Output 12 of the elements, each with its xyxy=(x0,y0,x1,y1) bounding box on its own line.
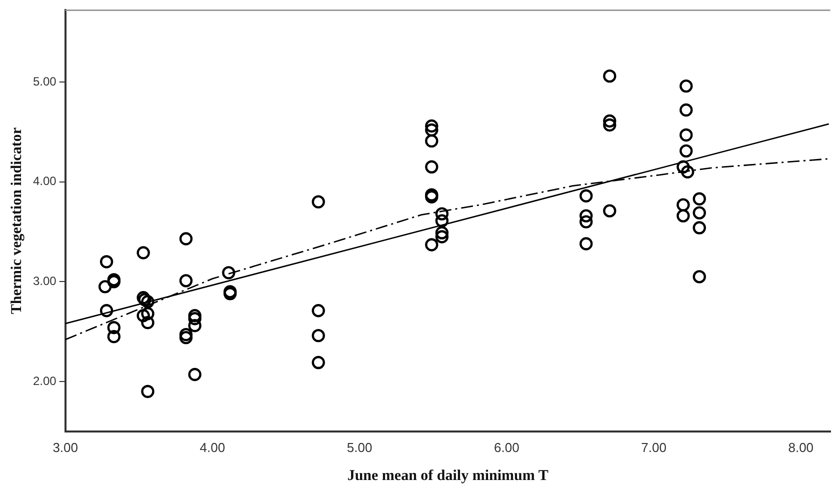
x-tick-label: 3.00 xyxy=(52,440,78,455)
x-axis-title: June mean of daily minimum T xyxy=(347,468,548,484)
y-tick-label: 3.00 xyxy=(32,274,57,288)
y-axis-title: Thermic vegetation indicator xyxy=(8,127,25,314)
y-tick-label: 2.00 xyxy=(32,374,57,388)
x-tick-label: 5.00 xyxy=(346,440,372,455)
y-tick-label: 5.00 xyxy=(32,74,57,88)
y-tick-label: 4.00 xyxy=(32,174,57,188)
x-tick-label: 7.00 xyxy=(641,440,666,455)
x-tick-label: 8.00 xyxy=(788,440,814,455)
x-tick-label: 6.00 xyxy=(494,440,520,455)
x-tick-label: 4.00 xyxy=(200,440,226,455)
